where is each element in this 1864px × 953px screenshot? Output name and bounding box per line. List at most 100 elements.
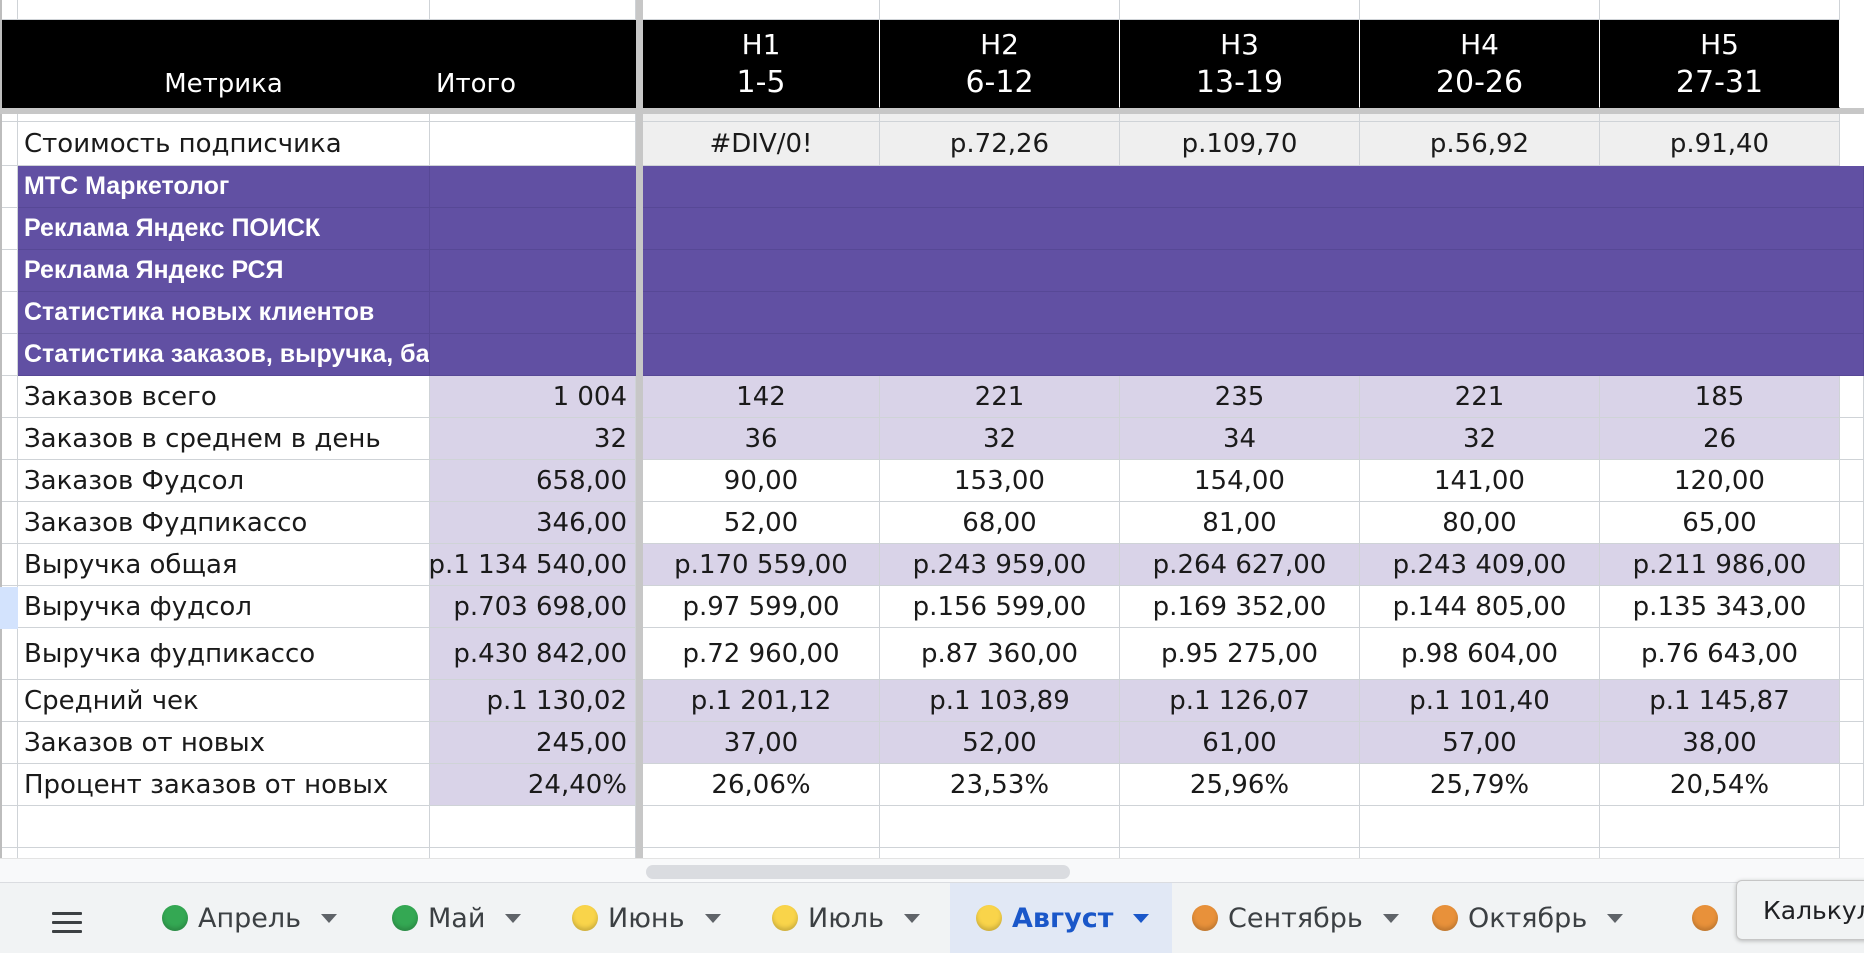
week-header[interactable]: Н3 13-19	[1120, 20, 1360, 108]
section-fill[interactable]	[643, 208, 1864, 250]
row-label[interactable]: Процент заказов от новых	[18, 764, 430, 806]
empty-cell[interactable]	[1840, 418, 1864, 460]
empty-cell[interactable]	[1840, 460, 1864, 502]
week-header[interactable]: Н4 20-26	[1360, 20, 1600, 108]
value-cell[interactable]: 65,00	[1600, 502, 1840, 544]
empty-cell[interactable]	[643, 806, 880, 848]
section-fill[interactable]	[643, 292, 1864, 334]
row-label[interactable]: Заказов Фудпикассо	[18, 502, 430, 544]
empty-cell[interactable]	[1600, 806, 1840, 848]
chevron-down-icon[interactable]	[1382, 913, 1399, 923]
chevron-down-icon[interactable]	[904, 913, 921, 923]
row-label[interactable]: Выручка общая	[18, 544, 430, 586]
value-cell[interactable]: 37,00	[643, 722, 880, 764]
total-cell[interactable]: р.1 134 540,00	[430, 544, 636, 586]
value-cell[interactable]: р.243 959,00	[880, 544, 1120, 586]
empty-cell[interactable]	[1840, 376, 1864, 418]
section-fill[interactable]	[430, 334, 636, 376]
value-cell[interactable]: 142	[643, 376, 880, 418]
value-cell[interactable]: р.135 343,00	[1600, 586, 1840, 628]
total-header[interactable]: Итого	[430, 20, 636, 108]
week-header[interactable]: Н2 6-12	[880, 20, 1120, 108]
section-label[interactable]: Статистика новых клиентов	[18, 292, 430, 334]
value-cell[interactable]: 235	[1120, 376, 1360, 418]
section-label[interactable]: Реклама Яндекс РСЯ	[18, 250, 430, 292]
value-cell[interactable]: 23,53%	[880, 764, 1120, 806]
value-cell[interactable]: 25,96%	[1120, 764, 1360, 806]
section-fill[interactable]	[430, 166, 636, 208]
metric-header[interactable]: Метрика	[18, 20, 430, 108]
row-label[interactable]: Средний чек	[18, 680, 430, 722]
value-cell[interactable]: 25,79%	[1360, 764, 1600, 806]
value-cell[interactable]: р.170 559,00	[643, 544, 880, 586]
all-sheets-menu-icon[interactable]	[52, 912, 82, 934]
total-cell[interactable]: р.703 698,00	[430, 586, 636, 628]
empty-cell[interactable]	[1840, 544, 1864, 586]
value-cell[interactable]: 26	[1600, 418, 1840, 460]
value-cell[interactable]: 221	[1360, 376, 1600, 418]
row-label[interactable]: Заказов в среднем в день	[18, 418, 430, 460]
total-cell[interactable]: 1 004	[430, 376, 636, 418]
empty-cell[interactable]	[430, 806, 636, 848]
value-cell[interactable]: р.211 986,00	[1600, 544, 1840, 586]
chevron-down-icon[interactable]	[704, 913, 721, 923]
empty-cell[interactable]	[1360, 0, 1600, 20]
value-cell[interactable]: 32	[880, 418, 1120, 460]
total-cell[interactable]: 658,00	[430, 460, 636, 502]
value-cell[interactable]: 154,00	[1120, 460, 1360, 502]
total-cell[interactable]: 245,00	[430, 722, 636, 764]
chevron-down-icon[interactable]	[1133, 913, 1150, 923]
empty-cell[interactable]	[1840, 502, 1864, 544]
value-cell[interactable]: р.1 101,40	[1360, 680, 1600, 722]
value-cell[interactable]: 32	[1360, 418, 1600, 460]
section-label[interactable]: МТС Маркетолог	[18, 166, 430, 208]
value-cell[interactable]: 38,00	[1600, 722, 1840, 764]
value-cell[interactable]: р.1 201,12	[643, 680, 880, 722]
frozen-rows-divider[interactable]	[0, 108, 1864, 114]
error-cell[interactable]: #DIV/0!	[643, 122, 880, 166]
row-label[interactable]: Выручка фудпикассо	[18, 628, 430, 680]
frozen-columns-divider[interactable]	[636, 0, 643, 860]
value-cell[interactable]: р.56,92	[1360, 122, 1600, 166]
chevron-down-icon[interactable]	[1607, 913, 1624, 923]
section-fill[interactable]	[430, 292, 636, 334]
value-cell[interactable]: 52,00	[880, 722, 1120, 764]
value-cell[interactable]: р.1 103,89	[880, 680, 1120, 722]
total-cell[interactable]: 24,40%	[430, 764, 636, 806]
value-cell[interactable]: р.264 627,00	[1120, 544, 1360, 586]
value-cell[interactable]: 36	[643, 418, 880, 460]
value-cell[interactable]: 26,06%	[643, 764, 880, 806]
value-cell[interactable]: р.98 604,00	[1360, 628, 1600, 680]
value-cell[interactable]: р.1 145,87	[1600, 680, 1840, 722]
empty-cell[interactable]	[1120, 806, 1360, 848]
total-cell[interactable]: р.1 130,02	[430, 680, 636, 722]
value-cell[interactable]: р.109,70	[1120, 122, 1360, 166]
empty-cell[interactable]	[430, 0, 636, 20]
empty-cell[interactable]	[1600, 114, 1840, 122]
value-cell[interactable]: 120,00	[1600, 460, 1840, 502]
value-cell[interactable]: р.156 599,00	[880, 586, 1120, 628]
empty-cell[interactable]	[1840, 764, 1864, 806]
value-cell[interactable]: 52,00	[643, 502, 880, 544]
value-cell[interactable]: 81,00	[1120, 502, 1360, 544]
empty-cell[interactable]	[1360, 114, 1600, 122]
section-label[interactable]: Реклама Яндекс ПОИСК	[18, 208, 430, 250]
value-cell[interactable]: р.169 352,00	[1120, 586, 1360, 628]
row-label[interactable]: Заказов всего	[18, 376, 430, 418]
total-cell[interactable]: р.430 842,00	[430, 628, 636, 680]
empty-cell[interactable]	[1840, 628, 1864, 680]
empty-cell[interactable]	[1840, 722, 1864, 764]
row-label[interactable]: Выручка фудсол	[18, 586, 430, 628]
total-cell[interactable]: 32	[430, 418, 636, 460]
empty-cell[interactable]	[643, 114, 880, 122]
empty-cell[interactable]	[1600, 0, 1840, 20]
empty-cell[interactable]	[1360, 806, 1600, 848]
empty-cell[interactable]	[1120, 114, 1360, 122]
empty-cell[interactable]	[1840, 680, 1864, 722]
value-cell[interactable]: р.72 960,00	[643, 628, 880, 680]
total-cell[interactable]: 346,00	[430, 502, 636, 544]
value-cell[interactable]: р.144 805,00	[1360, 586, 1600, 628]
section-label[interactable]: Статистика заказов, выручка, база	[18, 334, 430, 376]
value-cell[interactable]: р.97 599,00	[643, 586, 880, 628]
